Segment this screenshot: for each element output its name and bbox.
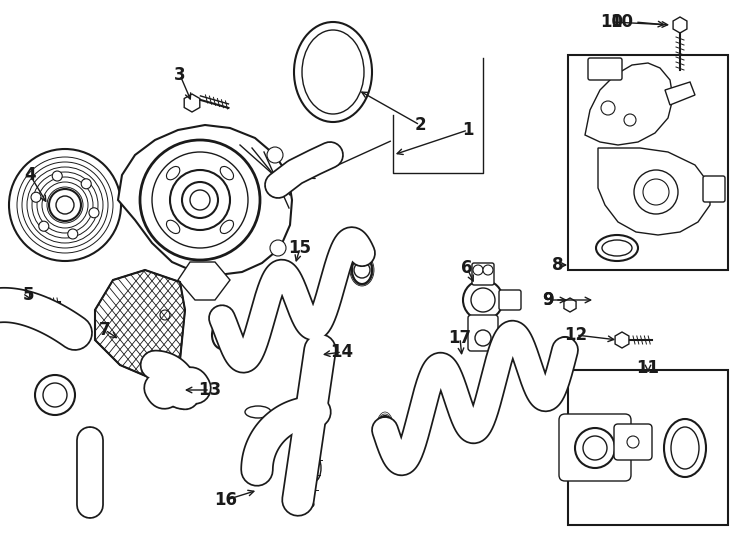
Circle shape <box>140 140 260 260</box>
Text: 9: 9 <box>542 291 554 309</box>
Circle shape <box>160 310 170 320</box>
FancyBboxPatch shape <box>559 414 631 481</box>
Circle shape <box>170 170 230 230</box>
Polygon shape <box>585 63 673 145</box>
Circle shape <box>81 179 91 189</box>
Circle shape <box>43 383 67 407</box>
Ellipse shape <box>307 343 333 356</box>
Text: 13: 13 <box>198 381 222 399</box>
Text: 12: 12 <box>564 326 587 344</box>
Ellipse shape <box>220 166 233 180</box>
Ellipse shape <box>290 498 314 508</box>
Ellipse shape <box>602 240 632 256</box>
Text: 10: 10 <box>600 13 623 31</box>
Ellipse shape <box>671 427 699 469</box>
Ellipse shape <box>376 416 394 444</box>
Circle shape <box>583 436 607 460</box>
Circle shape <box>182 182 218 218</box>
Text: 2: 2 <box>414 116 426 134</box>
Polygon shape <box>118 125 292 275</box>
Ellipse shape <box>596 235 638 261</box>
Ellipse shape <box>664 419 706 477</box>
Circle shape <box>627 436 639 448</box>
Ellipse shape <box>309 455 321 481</box>
Bar <box>568 55 728 270</box>
Circle shape <box>624 114 636 126</box>
FancyBboxPatch shape <box>468 315 498 351</box>
Circle shape <box>634 170 678 214</box>
Circle shape <box>471 288 495 312</box>
Text: 3: 3 <box>174 66 186 84</box>
Ellipse shape <box>220 220 233 233</box>
Text: 17: 17 <box>448 329 471 347</box>
Text: 7: 7 <box>99 321 111 339</box>
Ellipse shape <box>556 337 574 363</box>
Text: 4: 4 <box>24 166 36 184</box>
Ellipse shape <box>80 502 100 514</box>
Circle shape <box>49 189 81 221</box>
Circle shape <box>56 196 74 214</box>
Text: 11: 11 <box>636 359 660 377</box>
Circle shape <box>190 190 210 210</box>
Text: 1: 1 <box>462 121 473 139</box>
Circle shape <box>35 375 75 415</box>
Polygon shape <box>598 148 710 235</box>
Text: 8: 8 <box>552 256 564 274</box>
Circle shape <box>267 147 283 163</box>
FancyBboxPatch shape <box>588 58 622 80</box>
Ellipse shape <box>212 321 232 349</box>
FancyBboxPatch shape <box>614 424 652 460</box>
Circle shape <box>483 265 493 275</box>
Polygon shape <box>673 17 687 33</box>
Circle shape <box>377 422 393 438</box>
Polygon shape <box>564 298 576 312</box>
FancyBboxPatch shape <box>472 263 494 285</box>
Circle shape <box>68 229 78 239</box>
FancyBboxPatch shape <box>703 176 725 202</box>
Polygon shape <box>25 294 39 310</box>
Polygon shape <box>615 332 629 348</box>
Circle shape <box>89 208 99 218</box>
Ellipse shape <box>245 406 271 418</box>
Circle shape <box>643 179 669 205</box>
Ellipse shape <box>167 220 180 233</box>
Circle shape <box>39 221 48 231</box>
Polygon shape <box>184 94 200 112</box>
Circle shape <box>575 428 615 468</box>
Circle shape <box>463 280 503 320</box>
Text: 14: 14 <box>330 343 354 361</box>
Text: 16: 16 <box>214 491 238 509</box>
Polygon shape <box>95 270 185 380</box>
Bar <box>568 370 728 525</box>
Circle shape <box>475 330 491 346</box>
Circle shape <box>354 262 370 278</box>
Text: 6: 6 <box>461 259 473 277</box>
Text: 5: 5 <box>22 286 34 304</box>
Circle shape <box>270 240 286 256</box>
Circle shape <box>31 192 41 202</box>
Polygon shape <box>178 262 230 300</box>
Circle shape <box>473 265 483 275</box>
Circle shape <box>52 171 62 181</box>
Polygon shape <box>665 82 695 105</box>
Ellipse shape <box>167 166 180 180</box>
FancyBboxPatch shape <box>499 290 521 310</box>
Text: 9: 9 <box>542 291 554 309</box>
Text: 15: 15 <box>288 239 311 257</box>
Circle shape <box>601 101 615 115</box>
Ellipse shape <box>352 256 372 284</box>
Text: 10: 10 <box>611 13 633 31</box>
